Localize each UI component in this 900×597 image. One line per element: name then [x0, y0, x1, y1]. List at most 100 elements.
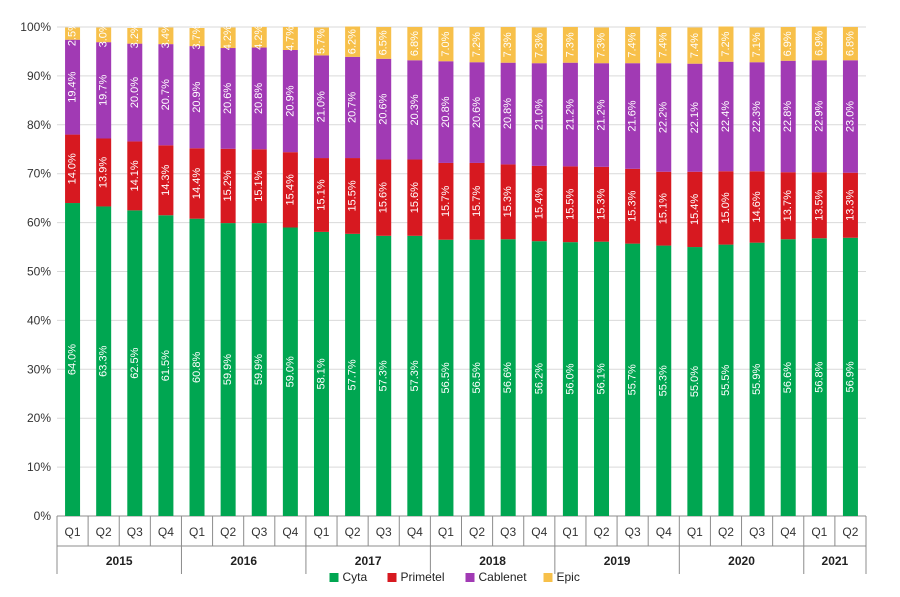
bar-segment-cyta	[158, 215, 174, 516]
legend-label-cyta: Cyta	[343, 570, 368, 584]
bar-segment-cyta	[251, 223, 267, 517]
y-tick-label: 50%	[27, 265, 51, 279]
bar-segment-primetel	[625, 168, 641, 244]
data-label-epic: 7.3%	[564, 32, 576, 57]
data-label-cablenet: 22.2%	[658, 102, 670, 133]
bar-segment-cyta	[96, 206, 112, 516]
bar-segment-primetel	[376, 159, 392, 236]
x-tick-label: Q2	[718, 525, 734, 539]
data-label-primetel: 15.3%	[502, 186, 514, 217]
bar-segment-primetel	[749, 171, 765, 243]
bar-segment-epic	[500, 27, 516, 63]
legend: Cyta Primetel Cablenet Epic	[329, 570, 580, 584]
bar-segment-cablenet	[718, 61, 734, 172]
bar-segment-epic	[780, 27, 796, 61]
data-label-cablenet: 22.4%	[720, 101, 732, 132]
bar-segment-cablenet	[562, 62, 578, 167]
data-label-primetel: 13.5%	[813, 189, 825, 220]
data-label-cyta: 56.0%	[564, 363, 576, 394]
x-tick-label: Q2	[469, 525, 485, 539]
data-label-cyta: 57.3%	[378, 360, 390, 391]
data-label-cyta: 55.0%	[689, 366, 701, 397]
data-label-epic: 7.2%	[471, 32, 483, 57]
data-label-cablenet: 20.0%	[129, 77, 141, 108]
bar-segment-epic	[251, 27, 267, 48]
bar-segment-epic	[313, 27, 329, 56]
bar-segment-primetel	[345, 158, 361, 234]
bar-segment-cyta	[811, 238, 827, 517]
bar-segment-primetel	[282, 152, 298, 228]
bar-segment-primetel	[96, 138, 112, 207]
bar-segment-cablenet	[376, 58, 392, 160]
bar-segment-epic	[376, 27, 392, 59]
y-tick-label: 20%	[27, 411, 51, 425]
data-label-cyta: 56.1%	[596, 363, 608, 394]
data-label-primetel: 14.1%	[129, 160, 141, 191]
data-label-epic: 7.4%	[689, 33, 701, 58]
data-label-primetel: 15.7%	[440, 186, 452, 217]
y-tick-label: 10%	[27, 460, 51, 474]
data-label-primetel: 15.1%	[253, 170, 265, 201]
data-label-cyta: 61.5%	[160, 350, 172, 381]
bar-segment-epic	[438, 27, 454, 62]
year-label: 2016	[230, 554, 257, 568]
bar-segment-cyta	[562, 242, 578, 516]
data-label-cablenet: 21.6%	[627, 100, 639, 131]
data-label-epic: 7.3%	[502, 32, 514, 57]
data-label-primetel: 15.7%	[471, 186, 483, 217]
x-tick-label: Q3	[251, 525, 267, 539]
bar-segment-epic	[65, 27, 81, 40]
data-label-primetel: 15.6%	[409, 182, 421, 213]
bar-segment-primetel	[189, 148, 205, 219]
bar-segment-cyta	[656, 245, 672, 516]
bar-segment-cyta	[313, 231, 329, 517]
data-label-cyta: 60.8%	[191, 352, 203, 383]
data-label-primetel: 15.5%	[347, 180, 359, 211]
y-axis: 0% 10% 20% 30% 40% 50% 60% 70% 80% 90% 100%	[20, 20, 51, 523]
legend-label-primetel: Primetel	[401, 570, 445, 584]
data-label-cyta: 56.5%	[471, 362, 483, 393]
bar-segment-primetel	[562, 166, 578, 243]
data-label-epic: 3.2%	[129, 23, 141, 48]
y-tick-label: 30%	[27, 362, 51, 376]
bar-segment-cyta	[500, 239, 516, 516]
data-label-epic: 6.8%	[409, 31, 421, 56]
data-label-epic: 7.2%	[720, 31, 732, 56]
data-label-epic: 4.2%	[222, 25, 234, 50]
x-tick-label: Q4	[407, 525, 423, 539]
data-label-epic: 7.0%	[440, 31, 452, 56]
data-label-primetel: 13.3%	[844, 189, 856, 220]
data-label-cyta: 55.5%	[720, 364, 732, 395]
bar-segment-epic	[811, 26, 827, 61]
bar-segment-cablenet	[842, 60, 858, 173]
bar-segment-cyta	[407, 235, 423, 517]
bar-segment-epic	[842, 27, 858, 61]
bar-segment-primetel	[594, 166, 610, 242]
data-label-epic: 3.4%	[160, 23, 172, 48]
x-tick-label: Q1	[313, 525, 329, 539]
bar-segment-epic	[407, 27, 423, 61]
data-label-primetel: 15.2%	[222, 170, 234, 201]
x-tick-label: Q4	[656, 525, 672, 539]
data-label-cyta: 56.5%	[440, 362, 452, 393]
data-label-primetel: 13.9%	[98, 157, 110, 188]
data-label-epic: 6.9%	[782, 31, 794, 56]
data-label-epic: 6.8%	[844, 31, 856, 56]
data-label-epic: 5.7%	[315, 29, 327, 54]
data-label-cyta: 56.8%	[813, 361, 825, 392]
bar-segment-cablenet	[220, 48, 236, 149]
bar-segment-cyta	[282, 227, 298, 517]
data-label-epic: 6.5%	[378, 30, 390, 55]
data-label-cablenet: 19.4%	[67, 71, 79, 102]
year-label: 2021	[822, 554, 849, 568]
bar-segment-cyta	[65, 203, 81, 517]
bar-segment-epic	[220, 27, 236, 49]
bar-segment-primetel	[687, 171, 703, 248]
bar-segment-cyta	[718, 244, 734, 517]
bar-segment-epic	[594, 27, 610, 64]
data-label-cablenet: 21.2%	[564, 99, 576, 130]
bar-segment-cyta	[780, 239, 796, 516]
x-tick-label: Q2	[96, 525, 112, 539]
data-label-cyta: 56.9%	[844, 361, 856, 392]
